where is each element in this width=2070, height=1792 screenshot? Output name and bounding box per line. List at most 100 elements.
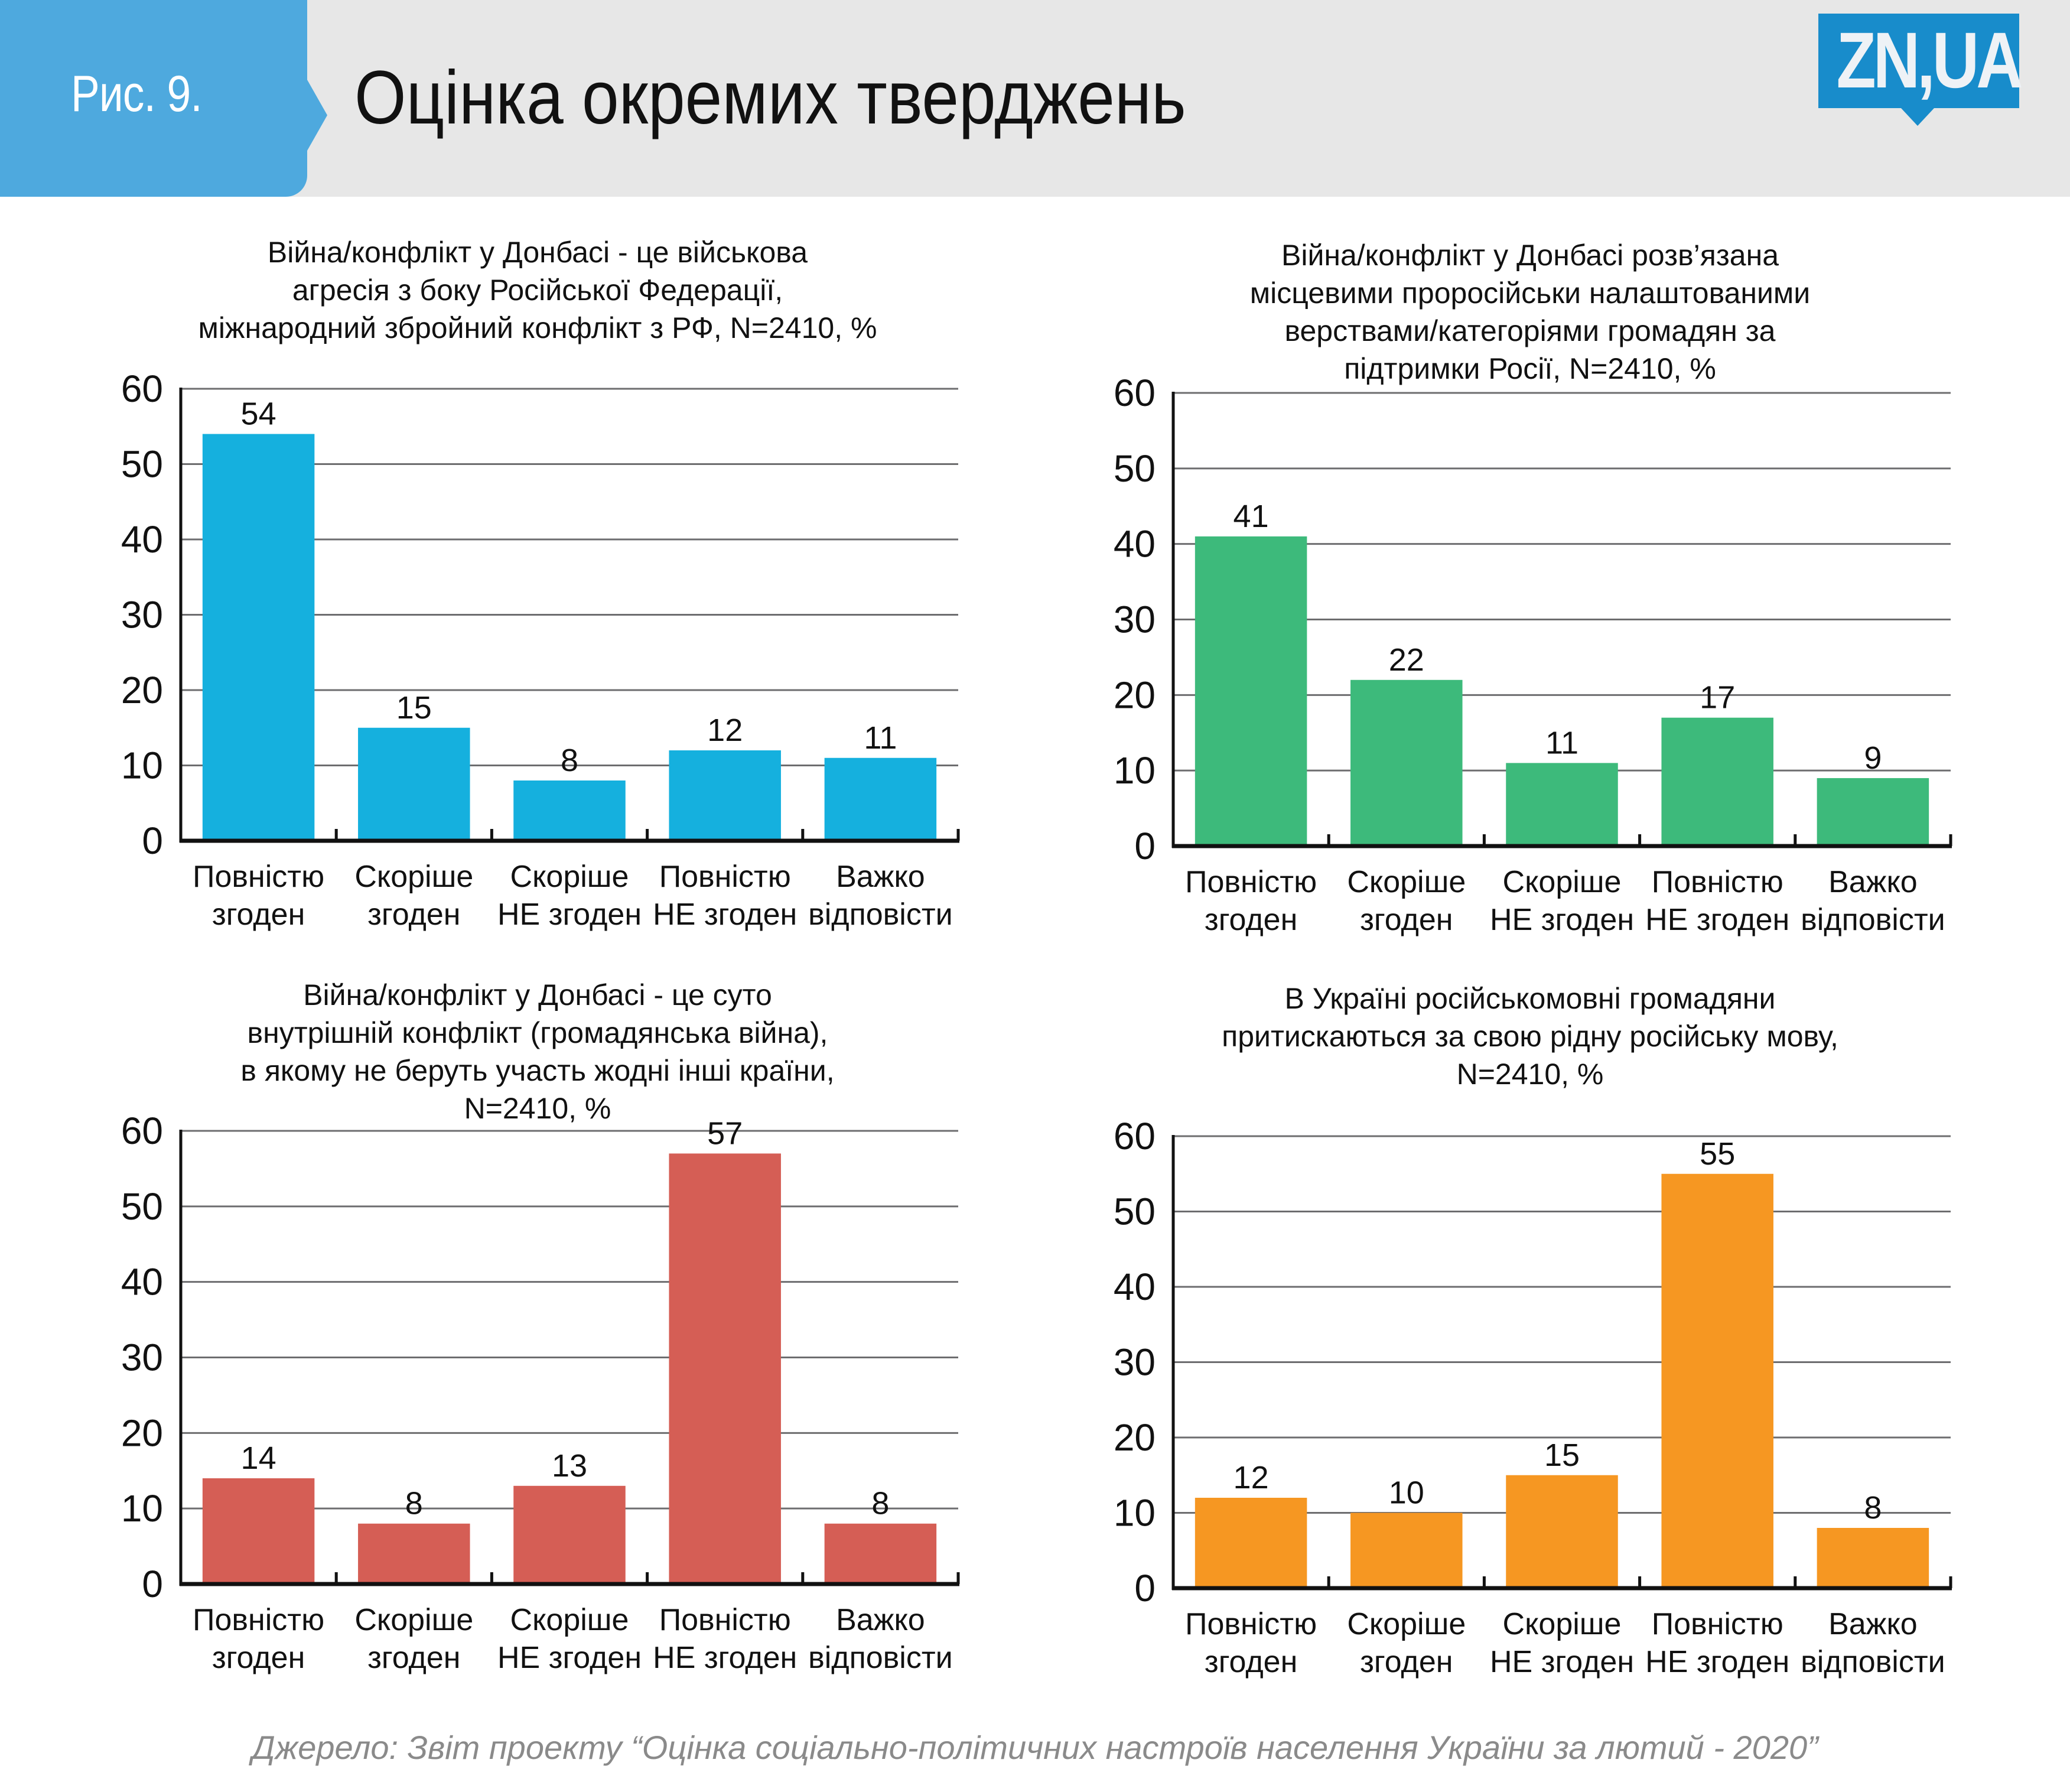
data-label: 11 bbox=[1545, 725, 1578, 760]
y-tick-label: 30 bbox=[1114, 599, 1156, 641]
data-label: 55 bbox=[1700, 1136, 1735, 1172]
y-tick-label: 50 bbox=[121, 443, 163, 486]
chart-title: Війна/конфлікт у Донбасі - це військова … bbox=[198, 236, 877, 344]
y-tick-label: 40 bbox=[121, 518, 163, 561]
data-label: 8 bbox=[561, 743, 578, 778]
bar bbox=[1195, 536, 1307, 846]
y-tick-label: 20 bbox=[1114, 1416, 1156, 1459]
page-title: Оцінка окремих тверджень bbox=[354, 56, 1186, 140]
data-label: 57 bbox=[707, 1115, 743, 1151]
data-label: 9 bbox=[1864, 740, 1882, 776]
bar bbox=[824, 1523, 937, 1584]
figure-label: Рис. 9. bbox=[71, 66, 203, 122]
y-tick-label: 20 bbox=[121, 1412, 163, 1454]
y-tick-label: 20 bbox=[1114, 674, 1156, 716]
y-tick-label: 10 bbox=[1114, 1492, 1156, 1534]
data-label: 8 bbox=[871, 1486, 889, 1521]
data-label: 8 bbox=[1864, 1490, 1882, 1526]
bar bbox=[513, 780, 626, 841]
x-tick-label: Повністю згоден bbox=[1185, 1607, 1317, 1679]
data-label: 8 bbox=[405, 1486, 423, 1521]
x-tick-label: Важко відповісти bbox=[808, 1603, 953, 1675]
x-tick-label: Повністю НЕ згоден bbox=[1645, 865, 1789, 937]
data-label: 11 bbox=[864, 720, 897, 756]
y-tick-label: 40 bbox=[1114, 523, 1156, 565]
y-tick-label: 0 bbox=[1134, 1567, 1156, 1609]
data-label: 17 bbox=[1700, 680, 1735, 716]
y-tick-label: 0 bbox=[142, 819, 163, 862]
bar bbox=[1506, 763, 1618, 846]
x-tick-label: Скоріше НЕ згоден bbox=[497, 1603, 642, 1675]
bar bbox=[358, 1523, 470, 1584]
y-tick-label: 10 bbox=[121, 744, 163, 787]
data-label: 15 bbox=[396, 690, 432, 726]
y-tick-label: 60 bbox=[121, 367, 163, 410]
data-label: 22 bbox=[1389, 642, 1424, 678]
bar bbox=[202, 1478, 315, 1584]
data-label: 54 bbox=[241, 396, 276, 432]
x-tick-label: Повністю згоден bbox=[193, 1603, 324, 1675]
y-tick-label: 0 bbox=[142, 1563, 163, 1605]
figure-tab: Рис. 9. bbox=[0, 0, 327, 197]
bar bbox=[1817, 1528, 1929, 1588]
source-note: Джерело: Звіт проекту “Оцінка соціально-… bbox=[252, 1729, 1818, 1766]
y-tick-label: 0 bbox=[1134, 825, 1156, 867]
y-tick-label: 40 bbox=[121, 1261, 163, 1303]
data-label: 12 bbox=[1233, 1460, 1269, 1495]
x-tick-label: Скоріше згоден bbox=[354, 1603, 473, 1675]
data-label: 15 bbox=[1544, 1437, 1580, 1473]
bar bbox=[669, 1153, 781, 1584]
x-tick-label: Повністю згоден bbox=[193, 860, 324, 932]
y-tick-label: 60 bbox=[1114, 1115, 1156, 1157]
x-tick-label: Важко відповісти bbox=[1801, 1607, 1945, 1679]
y-tick-label: 10 bbox=[121, 1487, 163, 1530]
chart-title: Війна/конфлікт у Донбасі - це суто внутр… bbox=[240, 978, 835, 1125]
bar bbox=[1661, 717, 1773, 846]
x-tick-label: Скоріше НЕ згоден bbox=[1490, 865, 1634, 937]
zn-ua-logo: ZN,UA bbox=[1818, 14, 2023, 126]
y-tick-label: 10 bbox=[1114, 749, 1156, 792]
y-tick-label: 60 bbox=[1114, 372, 1156, 414]
bar bbox=[1350, 679, 1463, 846]
x-tick-label: Повністю НЕ згоден bbox=[653, 860, 797, 932]
x-tick-label: Повністю НЕ згоден bbox=[653, 1603, 797, 1675]
logo-text: ZN,UA bbox=[1836, 17, 2023, 105]
data-label: 14 bbox=[241, 1440, 276, 1476]
x-tick-label: Повністю згоден bbox=[1185, 865, 1317, 937]
bar bbox=[1661, 1173, 1773, 1588]
x-tick-label: Скоріше згоден bbox=[1347, 865, 1466, 937]
y-tick-label: 20 bbox=[121, 669, 163, 711]
data-label: 13 bbox=[552, 1448, 587, 1484]
y-tick-label: 60 bbox=[121, 1110, 163, 1152]
bar bbox=[824, 757, 937, 841]
bar bbox=[669, 750, 781, 841]
x-tick-label: Скоріше згоден bbox=[1347, 1607, 1466, 1679]
y-tick-label: 30 bbox=[1114, 1341, 1156, 1384]
y-tick-label: 50 bbox=[1114, 1191, 1156, 1233]
chart-title: В Україні російськомовні громадяни прити… bbox=[1222, 982, 1838, 1091]
bar bbox=[358, 727, 470, 841]
bar bbox=[1506, 1475, 1618, 1588]
bar bbox=[1350, 1513, 1463, 1588]
data-label: 41 bbox=[1233, 499, 1269, 534]
y-tick-label: 40 bbox=[1114, 1266, 1156, 1308]
y-tick-label: 50 bbox=[1114, 447, 1156, 490]
y-tick-label: 30 bbox=[121, 594, 163, 636]
y-tick-label: 50 bbox=[121, 1185, 163, 1228]
x-tick-label: Важко відповісти bbox=[808, 860, 953, 932]
x-tick-label: Скоріше НЕ згоден bbox=[1490, 1607, 1634, 1679]
bar bbox=[1195, 1498, 1307, 1588]
bar bbox=[1817, 778, 1929, 846]
x-tick-label: Повністю НЕ згоден bbox=[1645, 1607, 1789, 1679]
x-tick-label: Скоріше НЕ згоден bbox=[497, 860, 642, 932]
x-tick-label: Важко відповісти bbox=[1801, 865, 1945, 937]
bar bbox=[202, 434, 315, 841]
bar bbox=[513, 1485, 626, 1584]
header-bar: Рис. 9. Оцінка окремих тверджень ZN,UA bbox=[0, 0, 2070, 197]
data-label: 12 bbox=[707, 713, 743, 748]
y-tick-label: 30 bbox=[121, 1336, 163, 1379]
